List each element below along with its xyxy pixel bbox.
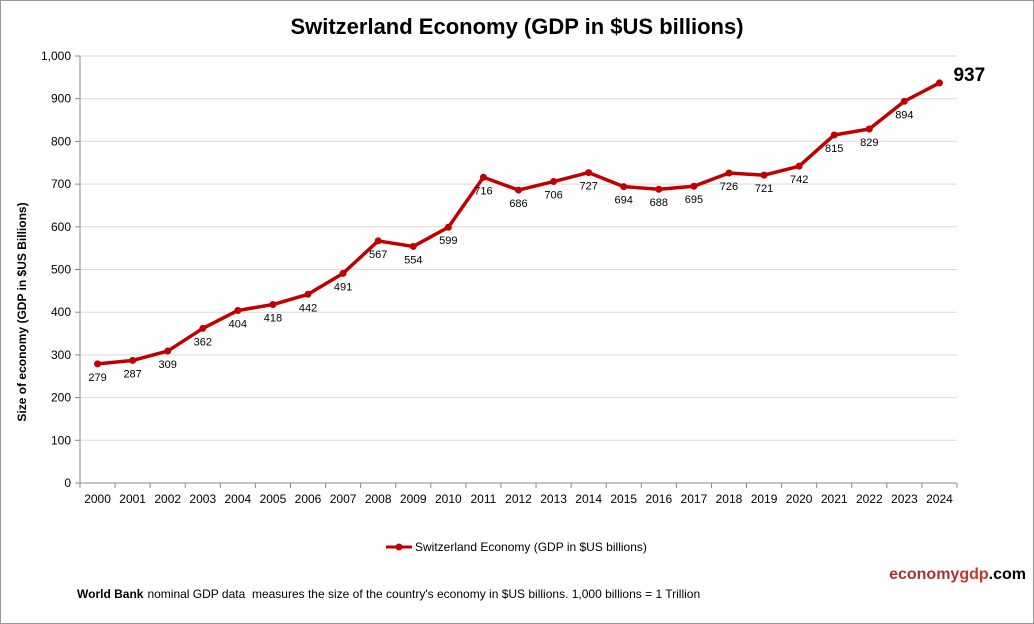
x-tick-label: 2023 [891,492,918,506]
x-tick-label: 2012 [505,492,532,506]
data-label: 287 [123,368,141,380]
x-tick-label: 2010 [435,492,462,506]
brand-part: economy [889,566,959,583]
x-tick-label: 2002 [154,492,181,506]
data-label: 894 [895,109,913,121]
data-label: 694 [615,195,633,207]
marker [479,173,487,181]
x-tick-label: 2004 [225,492,252,506]
x-tick-label: 2022 [856,492,883,506]
marker [690,182,698,190]
x-tick-label: 2007 [330,492,357,506]
brand-part: .com [989,566,1026,583]
marker [515,186,522,194]
marker [655,185,663,193]
marker [199,324,207,332]
data-label: 727 [579,181,597,193]
marker [830,131,838,139]
x-tick-label: 2003 [189,492,216,506]
legend-marker [395,543,403,551]
marker [339,269,347,277]
y-tick-label: 800 [51,134,71,148]
legend: Switzerland Economy (GDP in $US billions… [386,540,647,554]
x-tick-label: 2000 [84,492,111,506]
x-tick-label: 2013 [540,492,567,506]
marker [409,242,417,250]
y-tick-label: 900 [51,92,71,106]
x-tick-label: 2017 [681,492,708,506]
data-label: 491 [334,281,352,293]
footer-text: nominal GDP data measures the size of th… [147,587,700,601]
data-label: 362 [194,336,212,348]
data-label: 742 [790,174,808,186]
legend-label: Switzerland Economy (GDP in $US billions… [415,540,647,554]
marker [94,360,102,368]
y-tick-label: 200 [51,391,71,405]
marker [620,183,628,191]
data-label: 567 [369,249,387,261]
data-label: 706 [544,190,562,202]
y-tick-label: 700 [51,177,71,191]
x-tick-label: 2014 [575,492,602,506]
footer-note: World Bank nominal GDP data measures the … [77,587,700,601]
data-label: 404 [229,318,247,330]
data-label: 721 [755,183,773,195]
chart-title: Switzerland Economy (GDP in $US billions… [290,14,743,39]
y-tick-label: 300 [51,348,71,362]
data-label: 815 [825,143,843,155]
y-tick-label: 0 [64,476,71,490]
marker [304,290,312,298]
x-tick-label: 2019 [751,492,778,506]
x-tick-label: 2008 [365,492,392,506]
y-axis-label: Size of economy (GDP in $US Billions) [15,202,29,421]
marker [269,301,277,309]
x-tick-label: 2021 [821,492,848,506]
x-tick-label: 2005 [260,492,287,506]
marker [585,169,593,177]
footer-source: World Bank [77,587,144,601]
x-tick-label: 2015 [610,492,637,506]
data-label: 688 [650,197,668,209]
brand-part: gdp [959,566,989,583]
data-label: 442 [299,302,317,314]
marker [795,162,803,170]
x-tick-label: 2020 [786,492,813,506]
marker [725,169,733,177]
marker [129,356,137,364]
y-tick-label: 100 [51,433,71,447]
marker [374,237,382,245]
marker [234,306,242,314]
x-tick-label: 2024 [926,492,953,506]
data-label: 695 [685,194,703,206]
data-label: 309 [159,359,177,371]
marker [900,97,908,105]
marker [935,79,943,87]
data-label: 937 [953,65,985,86]
data-label: 554 [404,254,422,266]
marker [760,171,768,179]
brand: economygdp.com [889,566,1026,583]
y-tick-label: 400 [51,305,71,319]
x-tick-label: 2009 [400,492,427,506]
x-tick-label: 2001 [119,492,146,506]
data-label: 599 [439,235,457,247]
y-tick-label: 1,000 [41,49,71,63]
data-label: 829 [860,137,878,149]
marker [444,223,452,231]
x-tick-label: 2018 [716,492,743,506]
x-tick-label: 2016 [645,492,672,506]
marker [550,178,558,186]
data-label: 418 [264,313,282,325]
data-label: 726 [720,181,738,193]
data-label: 686 [509,198,527,210]
y-tick-label: 600 [51,220,71,234]
x-tick-label: 2011 [471,492,497,506]
y-tick-label: 500 [51,263,71,277]
data-label: 716 [474,185,492,197]
x-tick-label: 2006 [295,492,322,506]
marker [865,125,873,133]
marker [164,347,172,355]
data-label: 279 [88,372,106,384]
